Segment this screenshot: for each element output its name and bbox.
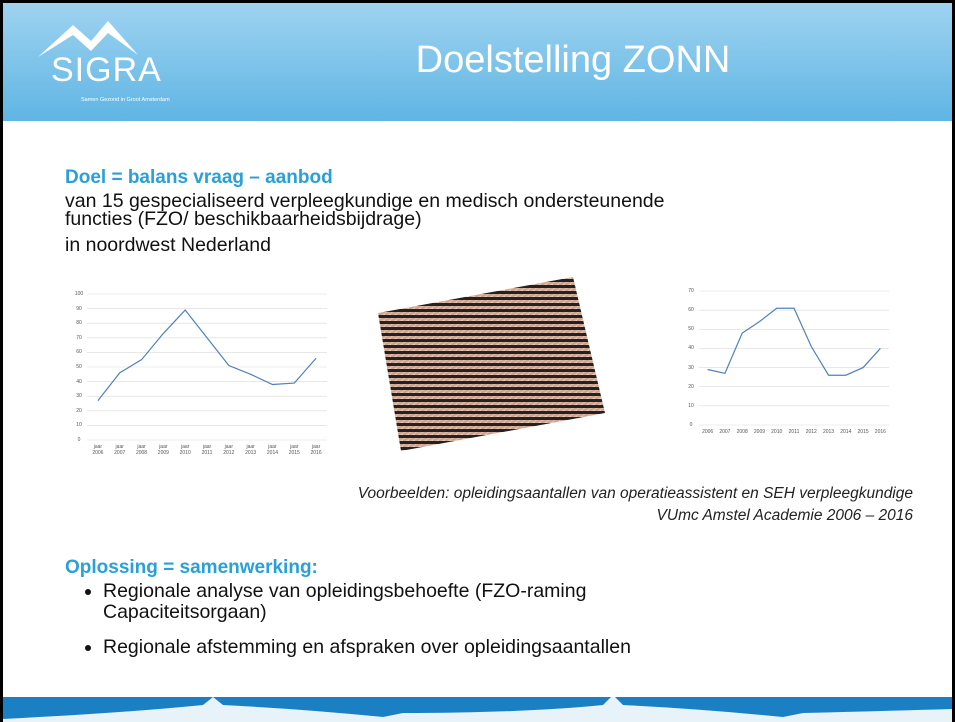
x-tick-label: jaar 2012 <box>222 444 236 456</box>
chart: 0 10 20 30 40 50 60 70 80 90 100 jaar 2006 jaar 2007… <box>71 288 333 460</box>
x-tick-label: 2007 <box>718 429 732 435</box>
data-line <box>98 310 316 401</box>
chart-plot <box>71 288 333 460</box>
y-tick-label: 50 <box>73 364 85 370</box>
x-tick-label: 2016 <box>873 429 887 435</box>
x-tick-label: jaar 2009 <box>156 444 170 456</box>
photo <box>373 273 613 453</box>
slide-title: Doelstelling ZONN <box>383 39 763 82</box>
goal-heading: Doel = balans vraag – aanbod <box>65 167 333 189</box>
y-tick-label: 10 <box>73 422 85 428</box>
x-tick-label: jaar 2008 <box>135 444 149 456</box>
x-tick-label: 2009 <box>752 429 766 435</box>
slide: SIGRA Samen Gezond in Groot Amsterdam Do… <box>0 0 955 722</box>
y-tick-label: 50 <box>685 326 697 332</box>
x-tick-label: 2014 <box>839 429 853 435</box>
y-tick-label: 40 <box>685 345 697 351</box>
x-tick-label: jaar 2010 <box>178 444 192 456</box>
x-tick-label: jaar 2013 <box>244 444 258 456</box>
x-tick-label: 2012 <box>804 429 818 435</box>
x-tick-label: 2015 <box>856 429 870 435</box>
y-tick-label: 0 <box>73 437 85 443</box>
goal-line: functies (FZO/ beschikbaarheidsbijdrage) <box>65 209 422 230</box>
y-tick-label: 10 <box>685 403 697 409</box>
y-tick-label: 90 <box>73 306 85 312</box>
y-tick-label: 20 <box>73 408 85 414</box>
solution-item: Regionale afstemming en afspraken over o… <box>103 637 703 658</box>
x-tick-label: jaar 2006 <box>91 444 105 456</box>
chart-plot <box>683 285 895 445</box>
x-tick-label: jaar 2016 <box>309 444 323 456</box>
x-tick-label: jaar 2007 <box>113 444 127 456</box>
goal-line: in noordwest Nederland <box>65 235 271 256</box>
y-tick-label: 30 <box>685 365 697 371</box>
x-tick-label: 2011 <box>787 429 801 435</box>
solution-item: Regionale analyse van opleidingsbehoefte… <box>103 581 703 623</box>
data-line <box>708 308 881 375</box>
solution-list: Regionale analyse van opleidingsbehoefte… <box>65 581 703 658</box>
y-tick-label: 60 <box>73 349 85 355</box>
y-tick-label: 40 <box>73 379 85 385</box>
y-tick-label: 80 <box>73 320 85 326</box>
solution-heading: Oplossing = samenwerking: <box>65 557 318 579</box>
skyline-banner <box>3 683 952 722</box>
logo-tagline: Samen Gezond in Groot Amsterdam <box>81 97 170 103</box>
y-tick-label: 30 <box>73 393 85 399</box>
logo-text: SIGRA <box>51 51 162 90</box>
x-tick-label: 2010 <box>770 429 784 435</box>
x-tick-label: 2013 <box>822 429 836 435</box>
caption: Voorbeelden: opleidingsaantallen van ope… <box>53 485 913 503</box>
x-tick-label: jaar 2015 <box>287 444 301 456</box>
y-tick-label: 0 <box>685 422 697 428</box>
y-tick-label: 20 <box>685 384 697 390</box>
x-tick-label: 2008 <box>735 429 749 435</box>
caption: VUmc Amstel Academie 2006 – 2016 <box>53 507 913 525</box>
x-tick-label: jaar 2014 <box>265 444 279 456</box>
x-tick-label: 2006 <box>701 429 715 435</box>
x-tick-label: jaar 2011 <box>200 444 214 456</box>
y-tick-label: 60 <box>685 307 697 313</box>
y-tick-label: 100 <box>73 291 85 297</box>
y-tick-label: 70 <box>685 288 697 294</box>
y-tick-label: 70 <box>73 335 85 341</box>
